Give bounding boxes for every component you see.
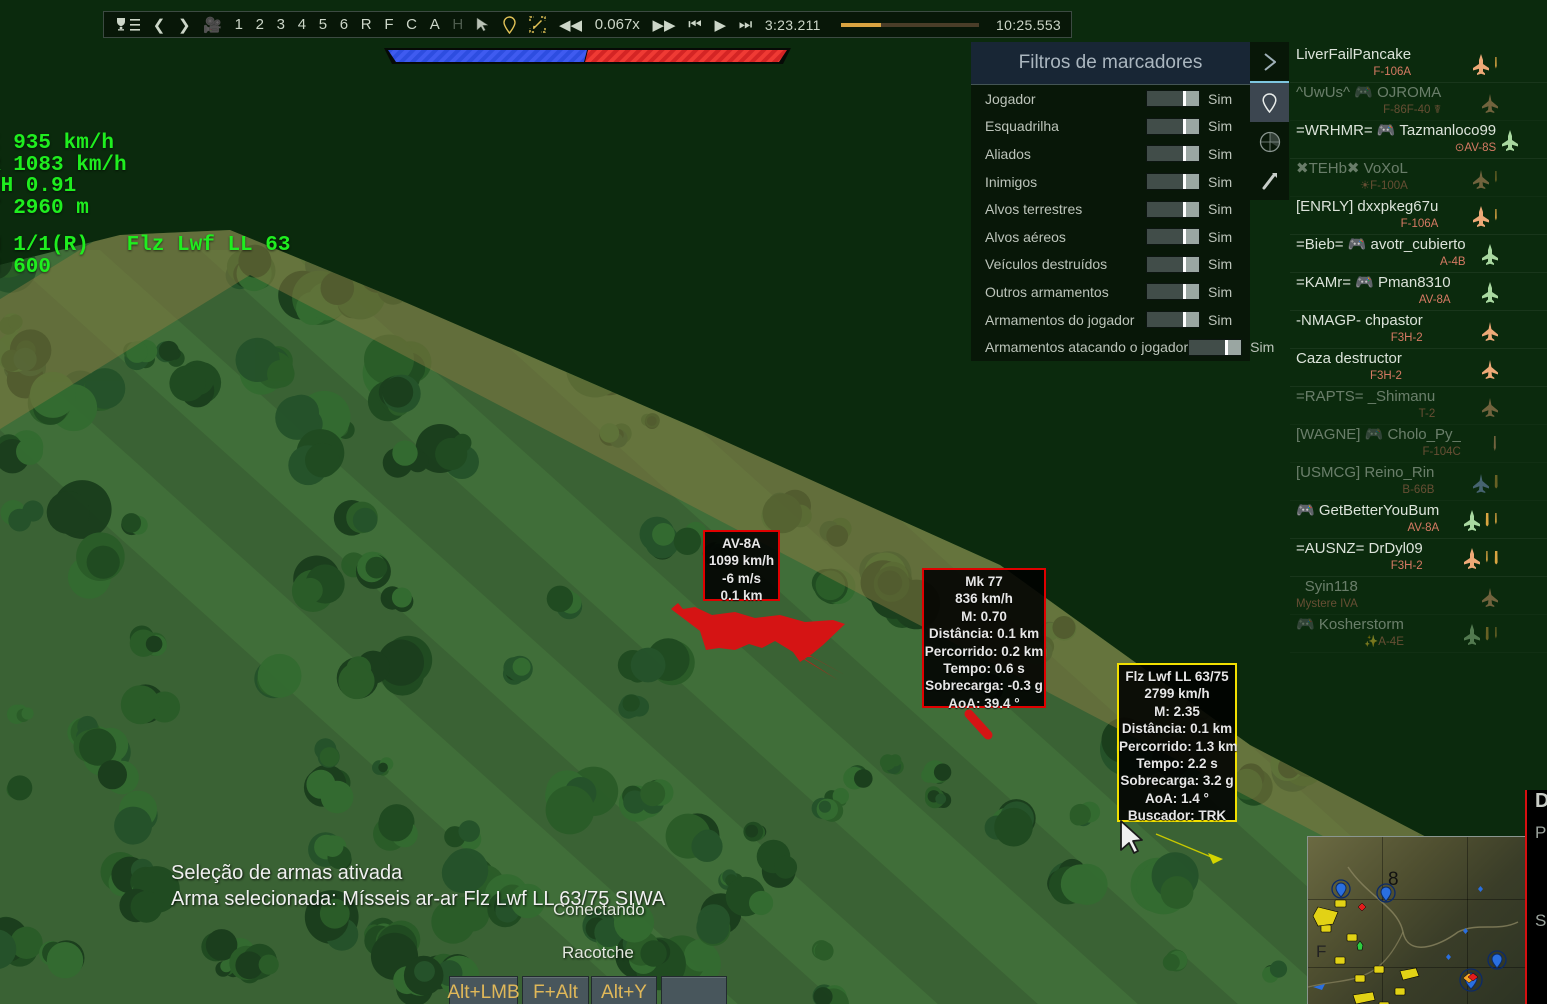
svg-text:F: F <box>1316 942 1326 961</box>
svg-text:8: 8 <box>1388 869 1399 890</box>
